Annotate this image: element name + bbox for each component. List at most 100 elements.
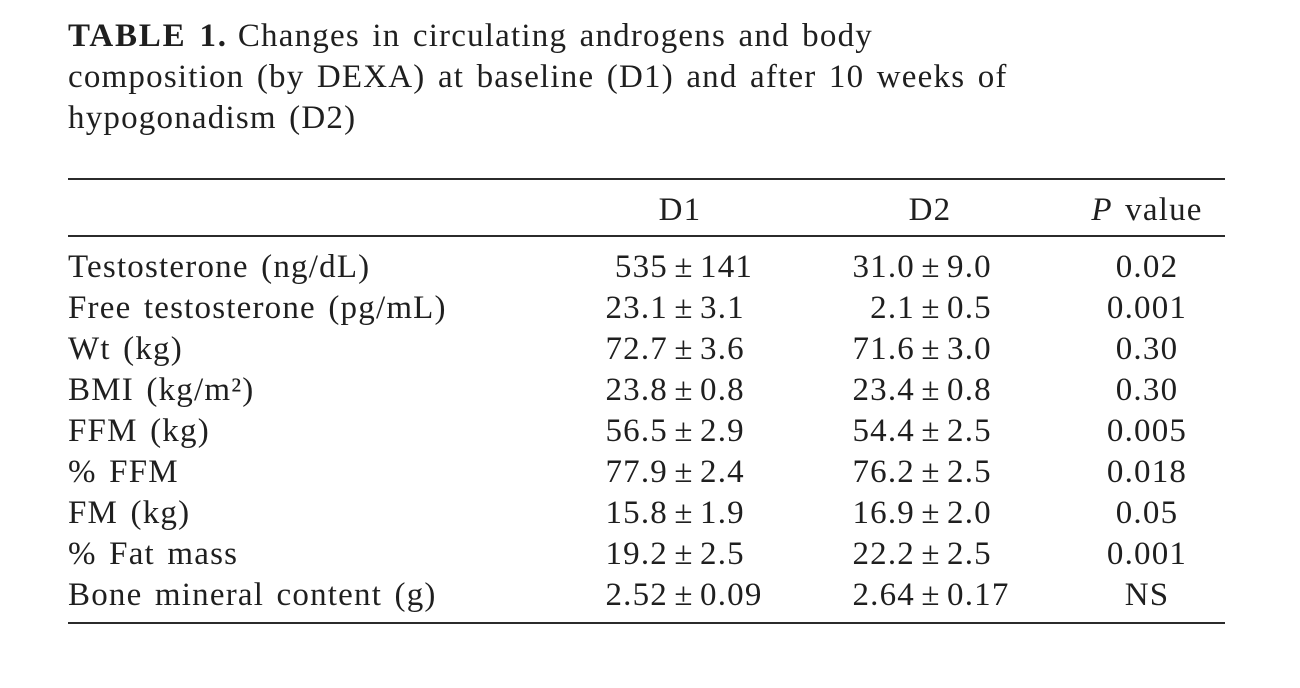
plus-minus-icon: ± xyxy=(921,413,941,449)
d2-sd: 2.5 xyxy=(947,413,992,449)
plus-minus-icon: ± xyxy=(674,577,694,613)
d1-mean: 23.1 xyxy=(605,290,668,326)
caption-line-3: hypogonadism (D2) xyxy=(68,100,357,136)
p-value: 0.30 xyxy=(1115,372,1179,408)
d1-mean: 72.7 xyxy=(605,331,668,367)
d2-sd: 2.5 xyxy=(947,536,992,572)
d1-mean: 15.8 xyxy=(605,495,668,531)
d2-mean: 16.9 xyxy=(852,495,915,531)
p-value: 0.005 xyxy=(1106,413,1188,449)
d2-value: 2.64 ±0.17 xyxy=(810,575,1060,616)
d1-value: 535 ±141 xyxy=(560,247,810,288)
d1-mean: 23.8 xyxy=(605,372,668,408)
p-value: 0.001 xyxy=(1106,536,1188,572)
d2-sd: 2.5 xyxy=(947,454,992,490)
caption-line-1: TABLE 1. Changes in circulating androgens… xyxy=(68,16,1238,57)
d1-value: 72.7 ±3.6 xyxy=(560,329,810,370)
row-label: Wt (kg) xyxy=(68,331,183,367)
caption-line-2: composition (by DEXA) at baseline (D1) a… xyxy=(68,59,1008,95)
table-row-fm: FM (kg) 15.8 ±1.9 16.9 ±2.0 0.05 xyxy=(0,493,1300,534)
d1-value: 19.2 ±2.5 xyxy=(560,534,810,575)
d1-mean: 535 xyxy=(614,249,668,285)
caption-text-1: Changes in circulating androgens and bod… xyxy=(237,18,873,54)
table-bottom-rule xyxy=(68,622,1225,624)
d2-value: 31.0 ±9.0 xyxy=(810,247,1060,288)
table-row-free-testosterone: Free testosterone (pg/mL) 23.1 ±3.1 2.1 ±0… xyxy=(0,288,1300,329)
d2-value: 23.4 ±0.8 xyxy=(810,370,1060,411)
d2-value: 16.9 ±2.0 xyxy=(810,493,1060,534)
p-value: 0.02 xyxy=(1115,249,1179,285)
d2-mean: 23.4 xyxy=(852,372,915,408)
table-row-testosterone: Testosterone (ng/dL) 535 ±141 31.0 ±9.0 0.… xyxy=(0,247,1300,288)
plus-minus-icon: ± xyxy=(921,577,941,613)
column-header-d1: D1 xyxy=(658,192,702,228)
d2-sd: 9.0 xyxy=(947,249,992,285)
d2-sd: 0.8 xyxy=(947,372,992,408)
d2-mean: 71.6 xyxy=(852,331,915,367)
d2-mean: 76.2 xyxy=(852,454,915,490)
d1-mean: 2.52 xyxy=(605,577,668,613)
d1-sd: 2.9 xyxy=(700,413,745,449)
p-value: NS xyxy=(1124,577,1170,613)
table-caption: TABLE 1. Changes in circulating androgens… xyxy=(68,16,1238,139)
table-top-rule xyxy=(68,178,1225,180)
plus-minus-icon: ± xyxy=(921,454,941,490)
row-label: FFM (kg) xyxy=(68,413,210,449)
d2-mean: 2.64 xyxy=(852,577,915,613)
table-row-weight: Wt (kg) 72.7 ±3.6 71.6 ±3.0 0.30 xyxy=(0,329,1300,370)
d2-value: 76.2 ±2.5 xyxy=(810,452,1060,493)
d2-sd: 3.0 xyxy=(947,331,992,367)
table-header-rule xyxy=(68,235,1225,237)
d1-mean: 77.9 xyxy=(605,454,668,490)
d1-value: 2.52 ±0.09 xyxy=(560,575,810,616)
d1-sd: 3.1 xyxy=(700,290,745,326)
row-label: Testosterone (ng/dL) xyxy=(68,249,371,285)
d1-sd: 0.8 xyxy=(700,372,745,408)
d2-value: 22.2 ±2.5 xyxy=(810,534,1060,575)
table-body: Testosterone (ng/dL) 535 ±141 31.0 ±9.0 0.… xyxy=(0,247,1300,616)
d2-sd: 0.5 xyxy=(947,290,992,326)
row-label: % Fat mass xyxy=(68,536,239,572)
p-value: 0.05 xyxy=(1115,495,1179,531)
row-label: Free testosterone (pg/mL) xyxy=(68,290,447,326)
plus-minus-icon: ± xyxy=(921,495,941,531)
table-row-percent-fat-mass: % Fat mass 19.2 ±2.5 22.2 ±2.5 0.001 xyxy=(0,534,1300,575)
plus-minus-icon: ± xyxy=(674,331,694,367)
row-label: Bone mineral content (g) xyxy=(68,577,437,613)
d1-sd: 3.6 xyxy=(700,331,745,367)
d1-value: 77.9 ±2.4 xyxy=(560,452,810,493)
d1-sd: 0.09 xyxy=(700,577,763,613)
d2-value: 2.1 ±0.5 xyxy=(810,288,1060,329)
p-value: 0.018 xyxy=(1106,454,1188,490)
row-label: BMI (kg/m²) xyxy=(68,372,255,408)
d2-mean: 54.4 xyxy=(852,413,915,449)
d2-mean: 31.0 xyxy=(852,249,915,285)
plus-minus-icon: ± xyxy=(674,290,694,326)
d1-sd: 2.4 xyxy=(700,454,745,490)
plus-minus-icon: ± xyxy=(674,536,694,572)
plus-minus-icon: ± xyxy=(674,413,694,449)
d1-value: 23.8 ±0.8 xyxy=(560,370,810,411)
d2-value: 71.6 ±3.0 xyxy=(810,329,1060,370)
d1-sd: 1.9 xyxy=(700,495,745,531)
d2-mean: 2.1 xyxy=(870,290,915,326)
plus-minus-icon: ± xyxy=(921,249,941,285)
table-row-percent-ffm: % FFM 77.9 ±2.4 76.2 ±2.5 0.018 xyxy=(0,452,1300,493)
d2-sd: 0.17 xyxy=(947,577,1010,613)
plus-minus-icon: ± xyxy=(921,372,941,408)
d1-sd: 141 xyxy=(700,249,754,285)
column-header-d2: D2 xyxy=(908,192,952,228)
p-rest: value xyxy=(1112,192,1203,228)
plus-minus-icon: ± xyxy=(674,372,694,408)
table-row-ffm: FFM (kg) 56.5 ±2.9 54.4 ±2.5 0.005 xyxy=(0,411,1300,452)
column-header-p-value: P value xyxy=(1078,186,1216,234)
plus-minus-icon: ± xyxy=(674,495,694,531)
p-value: 0.30 xyxy=(1115,331,1179,367)
d2-value: 54.4 ±2.5 xyxy=(810,411,1060,452)
table-row-bmi: BMI (kg/m²) 23.8 ±0.8 23.4 ±0.8 0.30 xyxy=(0,370,1300,411)
plus-minus-icon: ± xyxy=(674,454,694,490)
d1-value: 56.5 ±2.9 xyxy=(560,411,810,452)
table-row-bone-mineral-content: Bone mineral content (g) 2.52 ±0.09 2.64 ±… xyxy=(0,575,1300,616)
plus-minus-icon: ± xyxy=(921,290,941,326)
